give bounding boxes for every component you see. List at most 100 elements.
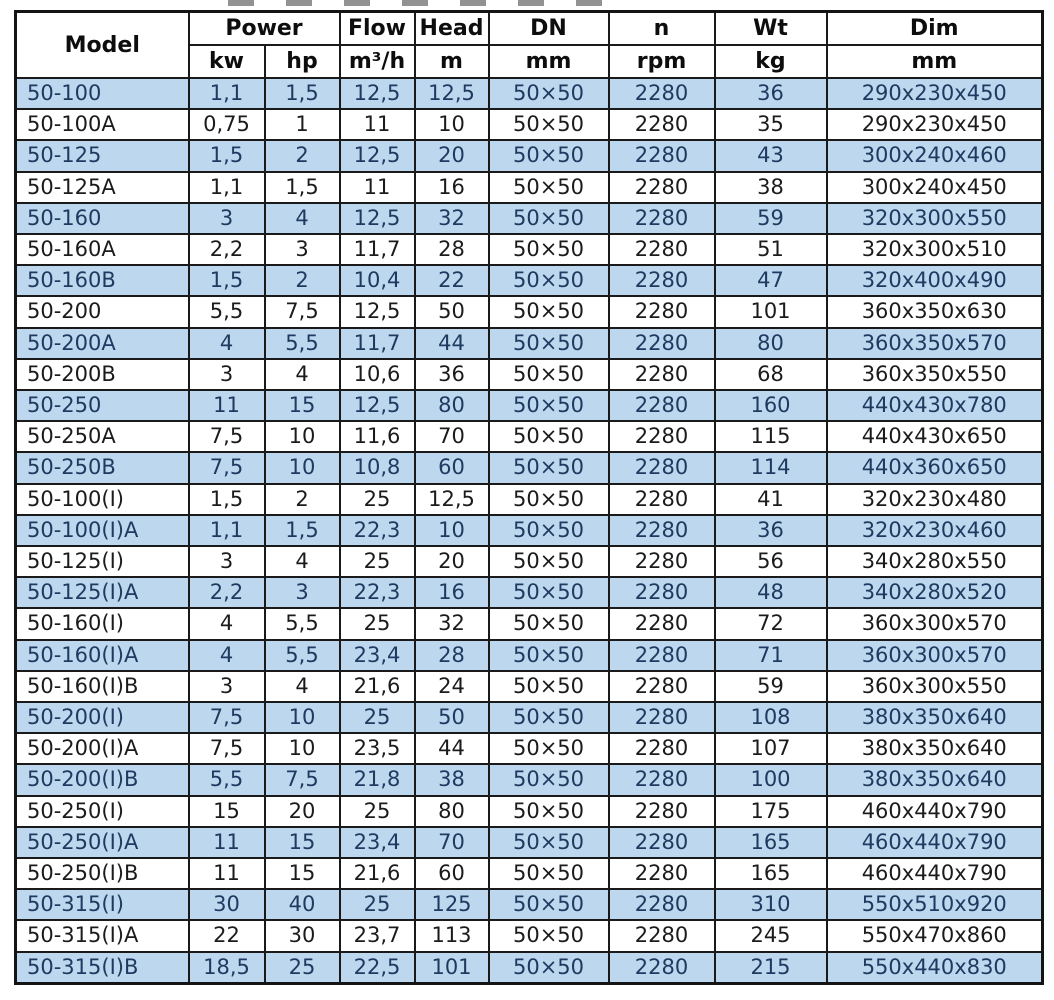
- cropped-text-artifact: [228, 0, 618, 6]
- cell-power-hp: 5,5: [263, 326, 341, 360]
- cell-power-hp: 4: [263, 357, 341, 392]
- cell-head-m: 60: [413, 451, 490, 485]
- cell-model: 50-125(I)A: [14, 576, 190, 610]
- cell-n-rpm: 2280: [607, 233, 716, 267]
- cell-head-m: 32: [413, 607, 490, 641]
- cell-power-kw: 15: [187, 794, 266, 828]
- cell-dn-mm: 50×50: [487, 825, 610, 860]
- cell-wt-kg: 245: [713, 919, 828, 953]
- cell-head-m: 12,5: [413, 482, 490, 516]
- cell-flow-m3h: 10,8: [338, 451, 416, 485]
- cell-power-hp: 1,5: [263, 513, 341, 548]
- cell-dim-mm: 460x440x790: [825, 857, 1044, 891]
- unit-header-n: rpm: [607, 44, 716, 79]
- cell-flow-m3h: 22,3: [338, 576, 416, 610]
- cell-power-hp: 15: [263, 825, 341, 860]
- cell-model: 50-160: [14, 201, 190, 236]
- cell-power-hp: 4: [263, 669, 341, 704]
- cell-n-rpm: 2280: [607, 888, 716, 922]
- cell-model: 50-125: [14, 139, 190, 173]
- cell-power-hp: 10: [263, 732, 341, 766]
- cell-n-rpm: 2280: [607, 108, 716, 142]
- table-row: 50-200 5,5 7,5 12,5 50 50×50 2280 101 360x350x63…: [14, 295, 1044, 329]
- cell-wt-kg: 165: [713, 857, 828, 891]
- cell-head-m: 32: [413, 201, 490, 236]
- cell-power-kw: 5,5: [187, 295, 266, 329]
- cell-model: 50-125(I): [14, 545, 190, 579]
- cell-n-rpm: 2280: [607, 482, 716, 516]
- cell-power-hp: 10: [263, 701, 341, 735]
- cell-flow-m3h: 21,6: [338, 857, 416, 891]
- cell-dn-mm: 50×50: [487, 576, 610, 610]
- cell-power-hp: 2: [263, 139, 341, 173]
- cell-n-rpm: 2280: [607, 295, 716, 329]
- cell-model: 50-100: [14, 76, 190, 111]
- cell-power-kw: 7,5: [187, 451, 266, 485]
- cell-dn-mm: 50×50: [487, 545, 610, 579]
- cell-dim-mm: 460x440x790: [825, 825, 1044, 860]
- cell-wt-kg: 59: [713, 201, 828, 236]
- cell-dn-mm: 50×50: [487, 264, 610, 298]
- cell-dn-mm: 50×50: [487, 170, 610, 204]
- cell-power-kw: 0,75: [187, 108, 266, 142]
- cell-n-rpm: 2280: [607, 857, 716, 891]
- cell-wt-kg: 114: [713, 451, 828, 485]
- cell-model: 50-100(I)A: [14, 513, 190, 548]
- cell-n-rpm: 2280: [607, 763, 716, 797]
- cell-wt-kg: 80: [713, 326, 828, 360]
- cell-flow-m3h: 23,5: [338, 732, 416, 766]
- cell-wt-kg: 215: [713, 950, 828, 985]
- cell-flow-m3h: 10,6: [338, 357, 416, 392]
- cell-power-kw: 7,5: [187, 732, 266, 766]
- table-header: Model Power Flow Head DN n Wt Dim kw hp …: [14, 10, 1044, 79]
- table-row: 50-250B 7,5 10 10,8 60 50×50 2280 114 440x360x65…: [14, 451, 1044, 485]
- cell-flow-m3h: 12,5: [338, 389, 416, 423]
- cell-power-kw: 4: [187, 326, 266, 360]
- cell-dim-mm: 340x280x550: [825, 545, 1044, 579]
- cell-model: 50-250(I)B: [14, 857, 190, 891]
- cell-head-m: 125: [413, 888, 490, 922]
- cell-power-kw: 3: [187, 357, 266, 392]
- cell-dn-mm: 50×50: [487, 638, 610, 672]
- cell-flow-m3h: 25: [338, 888, 416, 922]
- cell-dn-mm: 50×50: [487, 451, 610, 485]
- cell-model: 50-200(I)A: [14, 732, 190, 766]
- cell-model: 50-200(I): [14, 701, 190, 735]
- cell-n-rpm: 2280: [607, 264, 716, 298]
- cell-dim-mm: 320x300x550: [825, 201, 1044, 236]
- cell-flow-m3h: 21,6: [338, 669, 416, 704]
- cell-head-m: 70: [413, 420, 490, 454]
- cell-flow-m3h: 25: [338, 701, 416, 735]
- table-row: 50-100A 0,75 1 11 10 50×50 2280 35 290x230x450: [14, 108, 1044, 142]
- cell-model: 50-100A: [14, 108, 190, 142]
- cell-n-rpm: 2280: [607, 451, 716, 485]
- cell-head-m: 20: [413, 545, 490, 579]
- cell-power-kw: 11: [187, 857, 266, 891]
- cell-dn-mm: 50×50: [487, 732, 610, 766]
- cell-n-rpm: 2280: [607, 201, 716, 236]
- cell-head-m: 10: [413, 513, 490, 548]
- pump-spec-table-container: Model Power Flow Head DN n Wt Dim kw hp …: [14, 10, 1044, 985]
- cell-dn-mm: 50×50: [487, 857, 610, 891]
- cell-dim-mm: 360x300x550: [825, 669, 1044, 704]
- header-row-groups: Model Power Flow Head DN n Wt Dim: [14, 10, 1044, 79]
- cell-head-m: 28: [413, 233, 490, 267]
- cell-dim-mm: 550x440x830: [825, 950, 1044, 985]
- col-header-model: Model: [14, 10, 190, 79]
- col-header-head: Head: [413, 10, 490, 46]
- cell-head-m: 22: [413, 264, 490, 298]
- cell-model: 50-250(I): [14, 794, 190, 828]
- cell-dn-mm: 50×50: [487, 701, 610, 735]
- cell-head-m: 36: [413, 357, 490, 392]
- cell-power-hp: 15: [263, 389, 341, 423]
- cell-wt-kg: 36: [713, 513, 828, 548]
- cell-wt-kg: 101: [713, 295, 828, 329]
- cell-model: 50-250B: [14, 451, 190, 485]
- cell-wt-kg: 59: [713, 669, 828, 704]
- cell-power-kw: 18,5: [187, 950, 266, 985]
- cell-n-rpm: 2280: [607, 326, 716, 360]
- cell-power-kw: 1,1: [187, 170, 266, 204]
- cell-flow-m3h: 11,7: [338, 233, 416, 267]
- cell-head-m: 38: [413, 763, 490, 797]
- table-row: 50-125(I) 3 4 25 20 50×50 2280 56 340x280x550: [14, 545, 1044, 579]
